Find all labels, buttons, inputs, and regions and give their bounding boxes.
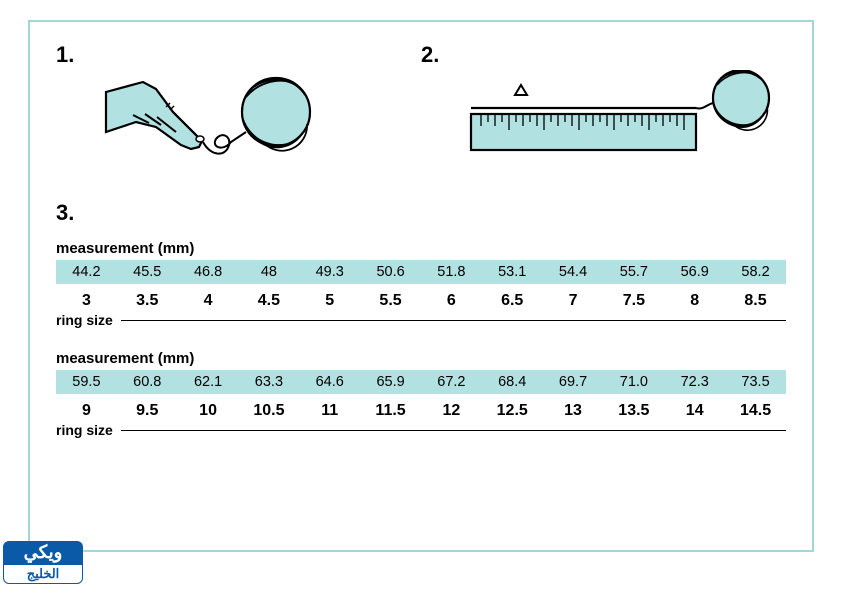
mm-cell: 59.5 (56, 370, 117, 394)
size-cell: 10 (178, 398, 239, 424)
ring-size-line-2: ring size (56, 422, 786, 438)
size-cell: 6 (421, 288, 482, 314)
size-cell: 5 (299, 288, 360, 314)
mm-row-1: 44.245.546.84849.350.651.853.154.455.756… (56, 260, 786, 284)
measurement-label-1: measurement (mm) (56, 240, 786, 257)
step-2: 2. (421, 42, 786, 192)
mm-cell: 58.2 (725, 260, 786, 284)
size-cell: 6.5 (482, 288, 543, 314)
ruler-yarn-icon (451, 70, 771, 180)
mm-cell: 45.5 (117, 260, 178, 284)
watermark-badge: ويكي الخليج (3, 541, 83, 583)
ring-size-line-1: ring size (56, 312, 786, 328)
size-row-2: 99.51010.51111.51212.51313.51414.5 (56, 398, 786, 424)
hand-yarn-icon (81, 57, 331, 187)
size-cell: 10.5 (238, 398, 299, 424)
rule-line-2 (121, 430, 786, 431)
size-cell: 14.5 (725, 398, 786, 424)
ring-size-label-2: ring size (56, 422, 113, 438)
size-cell: 3.5 (117, 288, 178, 314)
size-cell: 8.5 (725, 288, 786, 314)
watermark-top-text: ويكي (3, 541, 83, 565)
mm-cell: 46.8 (178, 260, 239, 284)
size-cell: 11.5 (360, 398, 421, 424)
size-cell: 13.5 (603, 398, 664, 424)
size-cell: 11 (299, 398, 360, 424)
mm-cell: 63.3 (238, 370, 299, 394)
mm-cell: 62.1 (178, 370, 239, 394)
mm-cell: 54.4 (543, 260, 604, 284)
step-1: 1. (56, 42, 421, 192)
size-cell: 9.5 (117, 398, 178, 424)
size-cell: 13 (543, 398, 604, 424)
measurement-label-2: measurement (mm) (56, 350, 786, 367)
size-cell: 4.5 (238, 288, 299, 314)
size-cell: 9 (56, 398, 117, 424)
mm-cell: 51.8 (421, 260, 482, 284)
content-frame: 1. (28, 20, 814, 552)
size-cell: 7.5 (603, 288, 664, 314)
mm-cell: 73.5 (725, 370, 786, 394)
mm-cell: 50.6 (360, 260, 421, 284)
size-cell: 7 (543, 288, 604, 314)
mm-cell: 71.0 (603, 370, 664, 394)
size-cell: 12 (421, 398, 482, 424)
mm-row-2: 59.560.862.163.364.665.967.268.469.771.0… (56, 370, 786, 394)
mm-cell: 48 (238, 260, 299, 284)
mm-cell: 65.9 (360, 370, 421, 394)
mm-cell: 67.2 (421, 370, 482, 394)
mm-cell: 53.1 (482, 260, 543, 284)
mm-cell: 72.3 (664, 370, 725, 394)
mm-cell: 68.4 (482, 370, 543, 394)
step-3-number: 3. (56, 200, 786, 226)
size-cell: 12.5 (482, 398, 543, 424)
mm-cell: 44.2 (56, 260, 117, 284)
size-cell: 4 (178, 288, 239, 314)
mm-cell: 64.6 (299, 370, 360, 394)
size-cell: 3 (56, 288, 117, 314)
step-3: 3. (56, 200, 786, 226)
mm-cell: 60.8 (117, 370, 178, 394)
size-cell: 5.5 (360, 288, 421, 314)
size-cell: 14 (664, 398, 725, 424)
size-cell: 8 (664, 288, 725, 314)
size-row-1: 33.544.555.566.577.588.5 (56, 288, 786, 314)
top-illustrations: 1. (56, 42, 786, 192)
ring-size-label-1: ring size (56, 312, 113, 328)
mm-cell: 55.7 (603, 260, 664, 284)
mm-cell: 69.7 (543, 370, 604, 394)
rule-line-1 (121, 320, 786, 321)
mm-cell: 56.9 (664, 260, 725, 284)
mm-cell: 49.3 (299, 260, 360, 284)
step-2-number: 2. (421, 42, 786, 68)
watermark-bottom-text: الخليج (3, 565, 83, 584)
